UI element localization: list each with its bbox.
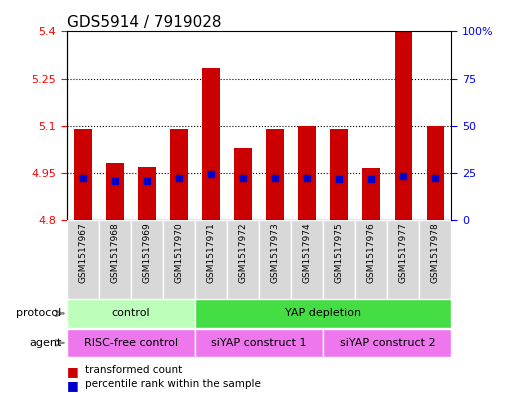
Bar: [74, 129, 91, 220]
Bar: [106, 163, 124, 220]
Bar: [355, 220, 387, 299]
Bar: [138, 167, 155, 220]
Bar: [170, 129, 188, 220]
Text: siYAP construct 2: siYAP construct 2: [340, 338, 435, 348]
Bar: [195, 329, 323, 357]
Text: ■: ■: [67, 379, 78, 392]
Bar: [227, 220, 259, 299]
Text: GSM1517968: GSM1517968: [110, 222, 120, 283]
Bar: [67, 329, 195, 357]
Bar: [323, 329, 451, 357]
Text: GSM1517971: GSM1517971: [206, 222, 215, 283]
Text: GDS5914 / 7919028: GDS5914 / 7919028: [67, 15, 221, 30]
Bar: [234, 148, 252, 220]
Text: transformed count: transformed count: [85, 365, 182, 375]
Bar: [387, 220, 420, 299]
Bar: [394, 31, 412, 220]
Text: GSM1517973: GSM1517973: [270, 222, 280, 283]
Bar: [259, 220, 291, 299]
Text: GSM1517970: GSM1517970: [174, 222, 184, 283]
Text: GSM1517977: GSM1517977: [399, 222, 408, 283]
Text: protocol: protocol: [16, 309, 62, 318]
Text: RISC-free control: RISC-free control: [84, 338, 178, 348]
Text: YAP depletion: YAP depletion: [285, 309, 361, 318]
Text: agent: agent: [29, 338, 62, 348]
Bar: [299, 126, 316, 220]
Bar: [163, 220, 195, 299]
Bar: [420, 220, 451, 299]
Bar: [98, 220, 131, 299]
Text: GSM1517974: GSM1517974: [303, 222, 312, 283]
Text: ■: ■: [67, 365, 78, 378]
Text: GSM1517976: GSM1517976: [367, 222, 376, 283]
Bar: [131, 220, 163, 299]
Bar: [67, 220, 98, 299]
Bar: [195, 299, 451, 328]
Text: GSM1517975: GSM1517975: [334, 222, 344, 283]
Bar: [427, 126, 444, 220]
Bar: [67, 299, 195, 328]
Bar: [363, 168, 380, 220]
Text: GSM1517969: GSM1517969: [142, 222, 151, 283]
Text: siYAP construct 1: siYAP construct 1: [211, 338, 307, 348]
Bar: [323, 220, 355, 299]
Bar: [291, 220, 323, 299]
Text: percentile rank within the sample: percentile rank within the sample: [85, 379, 261, 389]
Text: GSM1517978: GSM1517978: [431, 222, 440, 283]
Bar: [330, 129, 348, 220]
Text: GSM1517967: GSM1517967: [78, 222, 87, 283]
Text: GSM1517972: GSM1517972: [239, 222, 248, 283]
Bar: [266, 129, 284, 220]
Bar: [195, 220, 227, 299]
Text: control: control: [111, 309, 150, 318]
Bar: [202, 68, 220, 220]
